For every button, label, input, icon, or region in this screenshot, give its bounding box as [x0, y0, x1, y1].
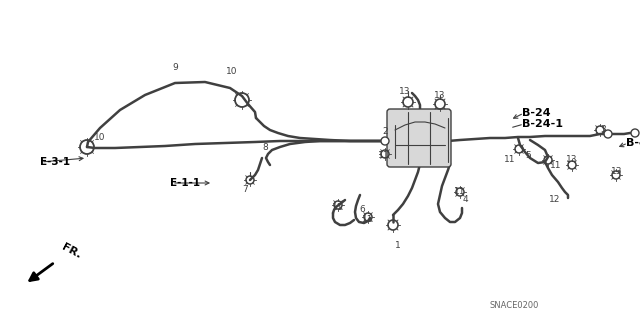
Circle shape — [381, 137, 389, 145]
Text: B-4: B-4 — [626, 138, 640, 148]
Text: 10: 10 — [227, 68, 237, 77]
Text: 13: 13 — [611, 167, 623, 176]
Text: 2: 2 — [382, 128, 388, 137]
Text: 1: 1 — [395, 241, 401, 249]
Text: B-24: B-24 — [522, 108, 550, 118]
Text: 4: 4 — [462, 196, 468, 204]
Text: 3: 3 — [600, 125, 606, 135]
Text: 5: 5 — [525, 151, 531, 160]
Text: 8: 8 — [262, 144, 268, 152]
Text: 6: 6 — [359, 205, 365, 214]
Text: 7: 7 — [242, 186, 248, 195]
Text: E-1-1: E-1-1 — [170, 178, 200, 188]
Text: 11: 11 — [550, 160, 562, 169]
Text: 11: 11 — [378, 151, 390, 160]
Text: 13: 13 — [566, 155, 578, 165]
Text: 13: 13 — [435, 92, 445, 100]
FancyBboxPatch shape — [387, 109, 451, 167]
Text: 11: 11 — [362, 214, 374, 224]
Text: B-24-1: B-24-1 — [522, 119, 563, 129]
Circle shape — [631, 129, 639, 137]
Text: 11: 11 — [332, 203, 344, 211]
Circle shape — [604, 130, 612, 138]
Text: 11: 11 — [504, 155, 516, 165]
Text: FR.: FR. — [60, 241, 83, 260]
Text: 9: 9 — [172, 63, 178, 72]
Text: SNACE0200: SNACE0200 — [490, 300, 540, 309]
Text: 10: 10 — [94, 132, 106, 142]
Text: 13: 13 — [399, 87, 411, 97]
Text: E-3-1: E-3-1 — [40, 157, 70, 167]
Text: 12: 12 — [549, 196, 561, 204]
Text: 11: 11 — [454, 188, 466, 197]
